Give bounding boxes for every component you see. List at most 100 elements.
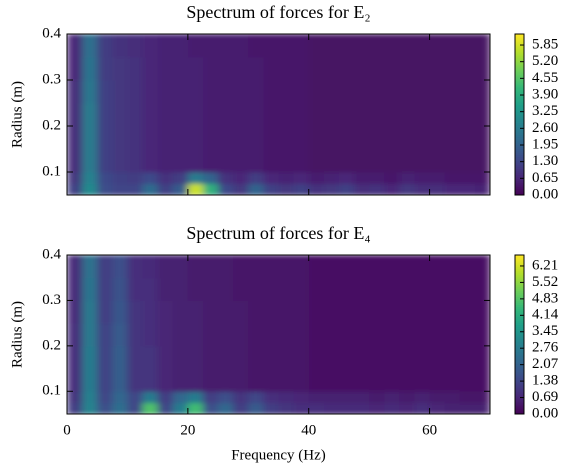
heat-cell	[399, 300, 415, 324]
heat-cell	[459, 183, 476, 195]
colorbar-tick-label: 1.30	[532, 153, 558, 169]
heat-cell	[157, 80, 174, 104]
colorbar-step	[515, 108, 524, 111]
heat-cell	[414, 323, 431, 347]
heat-cell	[399, 368, 415, 392]
colorbar-step	[515, 48, 524, 51]
heat-cell	[338, 103, 355, 127]
heat-cell	[308, 34, 325, 58]
heatmap	[67, 255, 490, 414]
colorbar-step	[515, 160, 524, 164]
heat-cell	[414, 103, 431, 127]
colorbar-step	[515, 340, 524, 343]
heat-cell	[444, 277, 461, 301]
colorbar-step	[515, 328, 524, 331]
colorbar-step	[515, 92, 524, 95]
heat-cell	[369, 323, 385, 347]
heat-cell	[202, 345, 219, 370]
heat-cell	[202, 368, 219, 392]
colorbar-step	[515, 368, 524, 371]
heat-cell	[263, 345, 279, 370]
heat-cell	[459, 277, 476, 301]
heat-cell	[414, 80, 431, 104]
y-tick-label: 0.2	[42, 337, 61, 353]
heat-cell	[474, 345, 490, 370]
heat-cell	[127, 391, 144, 404]
heat-cell	[474, 277, 490, 301]
colorbar-step	[515, 314, 524, 318]
heat-cell	[369, 103, 385, 127]
heat-cell	[233, 368, 249, 392]
heat-cell	[218, 255, 234, 279]
heat-cell	[293, 368, 310, 392]
heat-cell	[293, 57, 310, 81]
heat-cell	[187, 80, 204, 104]
heat-cell	[293, 34, 310, 58]
heat-cell	[127, 126, 144, 150]
heat-cell	[293, 277, 310, 301]
heat-cell	[278, 345, 295, 370]
heat-cell	[429, 103, 446, 127]
heat-cell	[248, 368, 264, 392]
heat-cell	[293, 149, 310, 173]
heat-cell	[444, 323, 461, 347]
heat-cell	[474, 323, 490, 347]
colorbar-step	[515, 78, 524, 81]
x-tick-label: 20	[180, 422, 195, 438]
heat-cell	[384, 277, 400, 301]
heat-cell	[233, 391, 249, 404]
heat-cell	[202, 103, 219, 127]
heat-cell	[218, 183, 234, 195]
colorbar-step	[515, 188, 524, 192]
heat-cell	[127, 149, 144, 173]
heat-cell	[459, 345, 476, 370]
heat-cell	[414, 345, 431, 370]
heat-cell	[187, 103, 204, 127]
heat-cell	[444, 183, 461, 195]
colorbar-tick-label: 4.55	[532, 70, 558, 86]
heat-cell	[369, 345, 385, 370]
heat-cell	[399, 57, 415, 81]
colorbar-step	[515, 86, 524, 89]
heat-cell	[323, 255, 340, 279]
heat-cell	[157, 300, 174, 324]
heat-cell	[127, 255, 144, 279]
heat-cell	[414, 300, 431, 324]
colorbar	[515, 255, 524, 415]
heat-cell	[67, 255, 83, 279]
heat-cell	[97, 300, 113, 324]
heat-cell	[369, 402, 385, 414]
heat-cell	[82, 149, 98, 173]
heat-cell	[278, 402, 295, 414]
heat-cell	[233, 57, 249, 81]
colorbar-step	[515, 396, 524, 399]
heat-cell	[338, 57, 355, 81]
heat-cell	[127, 277, 144, 301]
heat-cell	[218, 126, 234, 150]
colorbar-step	[515, 302, 524, 306]
heat-cell	[369, 391, 385, 404]
heat-cell	[399, 126, 415, 150]
heat-cell	[202, 277, 219, 301]
colorbar-step	[515, 300, 524, 304]
heat-cell	[278, 126, 295, 150]
heat-cell	[112, 345, 128, 370]
heat-cell	[384, 391, 400, 404]
heat-cell	[187, 183, 204, 195]
heat-cell	[429, 34, 446, 58]
heat-cell	[414, 277, 431, 301]
colorbar-step	[515, 350, 524, 353]
heat-cell	[308, 391, 325, 404]
heat-cell	[384, 149, 400, 173]
heat-cell	[218, 345, 234, 370]
colorbar-step	[515, 170, 524, 174]
heat-cell	[187, 57, 204, 81]
heat-cell	[444, 57, 461, 81]
heat-cell	[399, 149, 415, 173]
heat-cell	[278, 300, 295, 324]
heat-cell	[233, 126, 249, 150]
heat-cell	[172, 103, 189, 127]
heat-cell	[82, 103, 98, 127]
heat-cell	[354, 80, 370, 104]
colorbar-step	[515, 318, 524, 321]
